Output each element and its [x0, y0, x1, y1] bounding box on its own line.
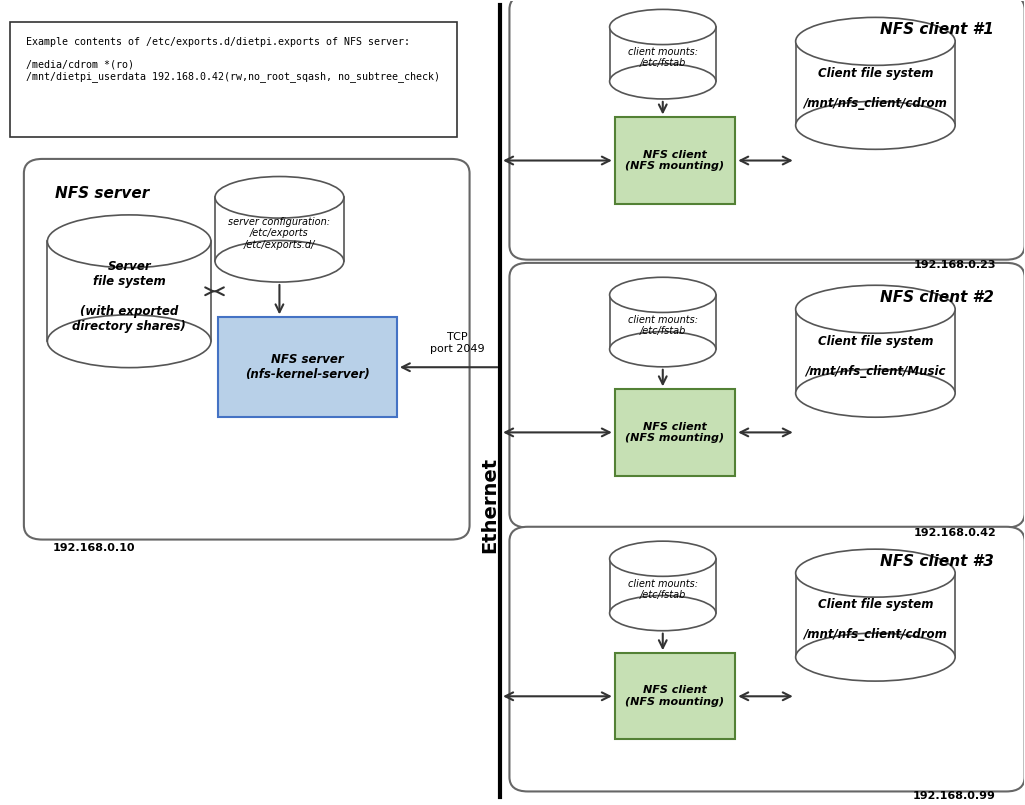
Text: NFS client #1: NFS client #1: [880, 23, 994, 37]
Text: NFS client #2: NFS client #2: [880, 290, 994, 305]
Ellipse shape: [610, 332, 715, 367]
FancyBboxPatch shape: [610, 27, 715, 81]
FancyBboxPatch shape: [215, 197, 343, 262]
Text: Server
file system

(with exported
directory shares): Server file system (with exported direct…: [73, 260, 187, 333]
Text: server configuration:
/etc/exports
/etc/exports.d/: server configuration: /etc/exports /etc/…: [229, 217, 330, 250]
FancyBboxPatch shape: [509, 263, 1025, 527]
Text: NFS client
(NFS mounting): NFS client (NFS mounting): [625, 422, 725, 444]
FancyBboxPatch shape: [509, 0, 1025, 260]
Ellipse shape: [795, 369, 955, 417]
Text: 192.168.0.10: 192.168.0.10: [52, 543, 135, 553]
FancyBboxPatch shape: [615, 653, 735, 740]
FancyBboxPatch shape: [615, 390, 735, 476]
FancyBboxPatch shape: [615, 118, 735, 204]
Text: TCP
port 2049: TCP port 2049: [430, 332, 485, 354]
Text: NFS client
(NFS mounting): NFS client (NFS mounting): [625, 686, 725, 707]
Ellipse shape: [610, 64, 715, 99]
Ellipse shape: [47, 215, 211, 268]
FancyBboxPatch shape: [218, 317, 397, 417]
Text: NFS server
(nfs-kernel-server): NFS server (nfs-kernel-server): [245, 353, 370, 382]
Ellipse shape: [795, 18, 955, 65]
FancyBboxPatch shape: [610, 295, 715, 349]
Ellipse shape: [795, 101, 955, 149]
Text: NFS client #3: NFS client #3: [880, 554, 994, 569]
FancyBboxPatch shape: [9, 23, 457, 137]
FancyBboxPatch shape: [795, 573, 955, 657]
Text: client mounts:
/etc/fstab: client mounts: /etc/fstab: [627, 47, 698, 68]
Text: NFS server: NFS server: [54, 186, 149, 201]
Ellipse shape: [795, 285, 955, 333]
Text: Client file system

/mnt/nfs_client/cdrom: Client file system /mnt/nfs_client/cdrom: [804, 598, 947, 642]
Text: client mounts:
/etc/fstab: client mounts: /etc/fstab: [627, 315, 698, 336]
Text: 192.168.0.99: 192.168.0.99: [913, 791, 996, 802]
Ellipse shape: [47, 315, 211, 368]
FancyBboxPatch shape: [47, 242, 211, 341]
FancyBboxPatch shape: [610, 559, 715, 613]
Ellipse shape: [610, 596, 715, 631]
FancyBboxPatch shape: [795, 41, 955, 126]
Text: NFS client
(NFS mounting): NFS client (NFS mounting): [625, 150, 725, 171]
Text: Example contents of /etc/exports.d/dietpi.exports of NFS server:

/media/cdrom *: Example contents of /etc/exports.d/dietp…: [26, 36, 440, 82]
Ellipse shape: [795, 633, 955, 681]
Ellipse shape: [795, 549, 955, 597]
Text: client mounts:
/etc/fstab: client mounts: /etc/fstab: [627, 579, 698, 601]
Text: Client file system

/mnt/nfs_client/Music: Client file system /mnt/nfs_client/Music: [806, 335, 946, 378]
FancyBboxPatch shape: [795, 309, 955, 393]
Ellipse shape: [215, 241, 343, 282]
Ellipse shape: [610, 10, 715, 44]
Ellipse shape: [610, 541, 715, 576]
Text: Ethernet: Ethernet: [481, 457, 499, 553]
Ellipse shape: [215, 176, 343, 218]
Text: 192.168.0.23: 192.168.0.23: [913, 260, 996, 270]
FancyBboxPatch shape: [509, 526, 1025, 791]
Ellipse shape: [610, 277, 715, 312]
Text: Client file system

/mnt/nfs_client/cdrom: Client file system /mnt/nfs_client/cdrom: [804, 67, 947, 109]
Text: 192.168.0.42: 192.168.0.42: [913, 527, 996, 538]
FancyBboxPatch shape: [24, 159, 469, 539]
